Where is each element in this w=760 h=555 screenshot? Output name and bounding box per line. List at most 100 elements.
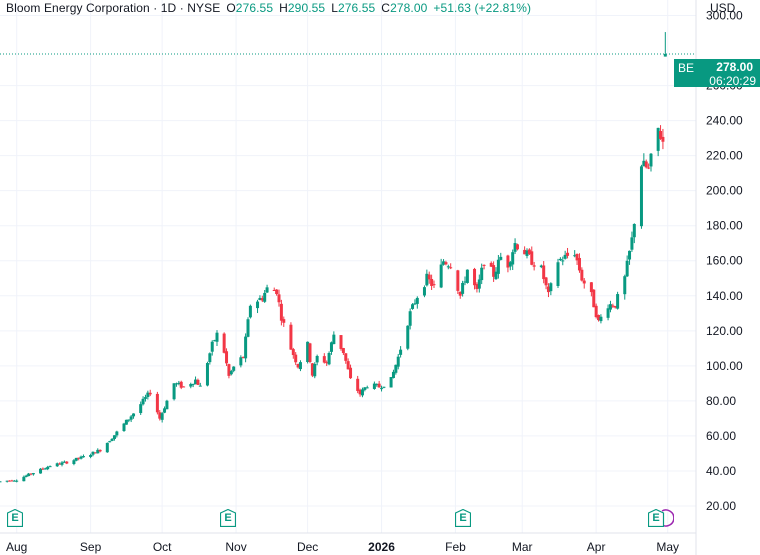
time-tick-label: 2026: [368, 540, 395, 554]
candle-body: [444, 262, 448, 265]
candle-body: [508, 262, 512, 267]
candle-body: [177, 382, 181, 385]
candle-body: [163, 408, 167, 413]
candle-body: [577, 257, 581, 271]
candle-body: [527, 249, 531, 255]
earnings-marker-icon[interactable]: E: [7, 509, 23, 527]
candle-body: [182, 386, 186, 388]
price-tick-label: 20.00: [706, 499, 736, 513]
candle-body: [5, 480, 9, 482]
candle-body: [81, 456, 85, 458]
candle-body: [494, 271, 498, 280]
candle-body: [532, 265, 536, 267]
candle-body: [659, 131, 663, 139]
candle-body: [506, 255, 510, 268]
time-tick-label: Apr: [587, 540, 606, 554]
candle-body: [573, 255, 577, 257]
candle-body: [613, 306, 617, 308]
candle-body: [179, 381, 183, 388]
candle-body: [575, 253, 579, 261]
candle-body: [229, 371, 233, 375]
candles: [0, 32, 667, 483]
earnings-marker-icon[interactable]: E: [220, 509, 236, 527]
candle-body: [422, 287, 426, 296]
candle-body: [380, 388, 384, 390]
time-tick-label: Sep: [80, 540, 102, 554]
earnings-marker-icon[interactable]: E: [455, 509, 471, 527]
candle-body: [215, 332, 219, 342]
last-price-value: 278.00: [716, 60, 753, 74]
candle-body: [294, 354, 298, 363]
candle-body: [329, 342, 333, 352]
ticker-label: BE: [678, 61, 695, 75]
candle-body: [148, 392, 152, 395]
candle-body: [406, 325, 410, 349]
candle-body: [566, 252, 570, 256]
high-value: 290.55: [287, 1, 326, 15]
last-price-tag: BE 278.00 06:20:29: [674, 59, 760, 88]
time-axis[interactable]: Aug Sep Oct Nov Dec 2026 Feb Mar Apr May: [0, 532, 696, 554]
candle-body: [322, 356, 326, 363]
currency-label[interactable]: USD: [710, 1, 736, 15]
candle-body: [291, 349, 295, 356]
candle-body: [298, 362, 302, 370]
candle-body: [630, 237, 634, 250]
candle-body: [349, 367, 353, 379]
candle-body: [465, 269, 469, 283]
candle-body: [310, 363, 314, 376]
candle-body: [29, 473, 33, 475]
price-tick-label: 160.00: [706, 254, 743, 268]
candle-body: [260, 298, 264, 301]
candle-body: [77, 457, 81, 459]
latest-candle-body: [663, 54, 667, 57]
candle-body: [489, 262, 493, 267]
candle-body: [391, 371, 395, 379]
candle-body: [656, 127, 660, 151]
candle-body: [623, 276, 627, 295]
candle-body: [377, 383, 381, 388]
candle-body: [649, 153, 653, 167]
candle-body: [515, 244, 519, 250]
candle-body: [158, 412, 162, 419]
candle-body: [194, 379, 198, 385]
candle-body: [325, 362, 329, 364]
candle-body: [289, 324, 293, 350]
candle-body: [492, 265, 496, 277]
candle-body: [461, 282, 465, 294]
open-value: 276.55: [235, 1, 274, 15]
candle-body: [628, 250, 632, 260]
time-tick-label: Nov: [225, 540, 246, 554]
candle-body: [308, 343, 312, 362]
candle-body: [256, 301, 260, 309]
candle-body: [389, 377, 393, 388]
candle-body: [0, 481, 2, 483]
candle-body: [48, 466, 52, 468]
earnings-marker-label: E: [224, 512, 232, 524]
candle-body: [210, 341, 214, 352]
candle-body: [74, 457, 78, 461]
candle-body: [530, 251, 534, 265]
candle-body: [105, 442, 109, 453]
candle-body: [446, 266, 450, 268]
candle-body: [582, 280, 586, 284]
candle-body: [277, 294, 281, 303]
candle-body: [546, 286, 550, 293]
price-tick-label: 60.00: [706, 429, 736, 443]
earnings-marker-label: E: [459, 512, 467, 524]
earnings-marker-icon[interactable]: E: [648, 509, 674, 527]
candle-body: [275, 289, 279, 295]
candle-body: [363, 387, 367, 390]
candle-body: [306, 341, 310, 363]
candle-body: [22, 476, 26, 482]
candle-body: [31, 473, 35, 475]
low-value: 276.55: [337, 1, 376, 15]
candle-body: [279, 303, 283, 321]
candle-body: [499, 256, 503, 260]
candle-body: [408, 311, 412, 326]
candle-body: [15, 480, 19, 482]
close-value: 278.00: [390, 1, 428, 15]
price-tick-label: 220.00: [706, 149, 743, 163]
candle-body: [430, 278, 434, 286]
candle-body: [382, 386, 386, 388]
